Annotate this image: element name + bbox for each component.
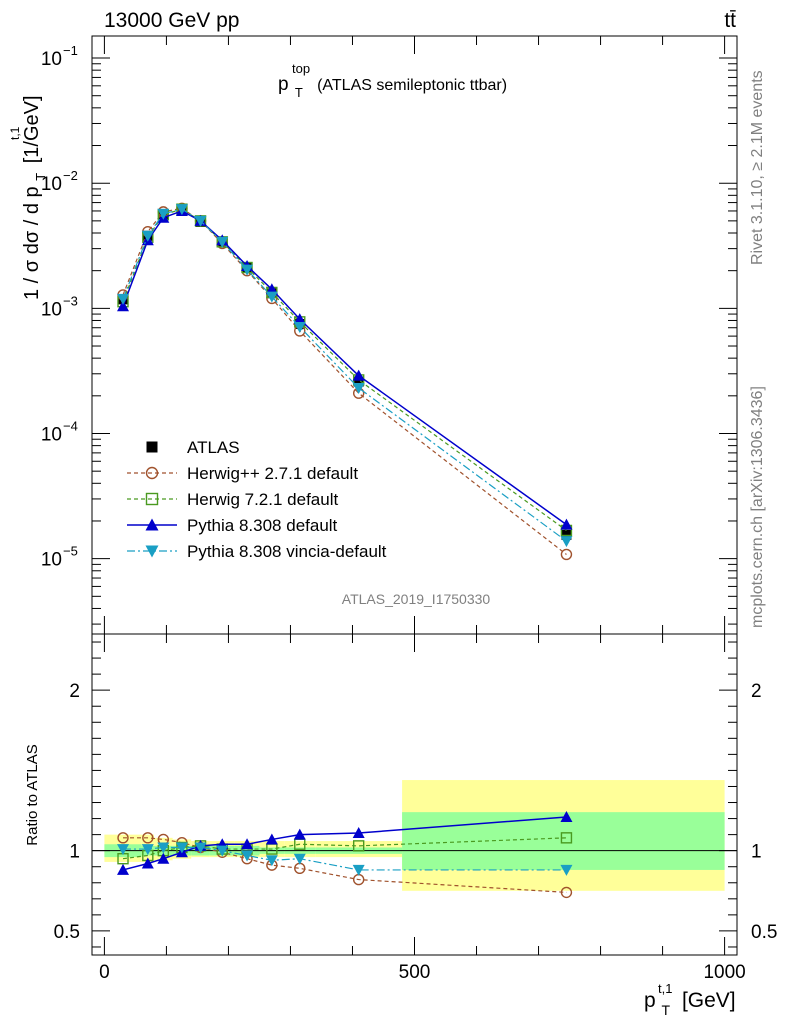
x-tick-label: 0 xyxy=(99,962,110,983)
analysis-id: ATLAS_2019_I1750330 xyxy=(342,591,491,607)
series-4-main-point xyxy=(117,293,130,305)
header-right: tt̄ xyxy=(724,9,736,32)
ylabel-main-sup: t,1 xyxy=(8,126,22,140)
series-4-ratio-point xyxy=(157,842,170,854)
legend: ATLAS Herwig++ 2.7.1 default Herwig 7.2.1 … xyxy=(127,438,387,561)
xlabel-sup: t,1 xyxy=(658,981,672,996)
y-ratio-label-left: 2 xyxy=(69,681,80,702)
legend-label-3: Pythia 8.308 default xyxy=(187,516,338,535)
series-3-ratio-point xyxy=(352,827,365,839)
rivet-label: Rivet 3.1.10, ≥ 2.1M events xyxy=(749,70,766,265)
y-tick-label: 10 xyxy=(41,299,62,320)
series-3-ratio-point xyxy=(265,833,278,845)
series-4-ratio-point xyxy=(352,864,365,876)
plot-title: p T (ATLAS semileptonic ttbar) xyxy=(278,74,507,102)
y-tick-exponent: −5 xyxy=(63,544,78,559)
ylabel-main: 1 / σ dσ / d p T [1/GeV] xyxy=(21,95,50,300)
y-tick-exponent: −1 xyxy=(63,43,78,58)
series-3-main-point xyxy=(293,313,306,325)
title-sup: top xyxy=(292,61,310,76)
legend-label-4: Pythia 8.308 vincia-default xyxy=(187,542,387,561)
series-4-ratio-point xyxy=(241,850,254,862)
legend-marker-3 xyxy=(145,518,159,531)
y-tick-label: 10 xyxy=(41,550,62,571)
ratio-series xyxy=(117,810,573,899)
series-4-ratio-point xyxy=(141,844,154,856)
legend-marker-2 xyxy=(145,492,159,506)
series-4-main-point xyxy=(293,321,306,333)
title-rest: (ATLAS semileptonic ttbar) xyxy=(317,77,507,94)
x-tick-label: 1000 xyxy=(703,962,745,983)
title-sub: T xyxy=(295,85,303,100)
mcplots-label: mcplots.cern.ch [arXiv:1306.3436] xyxy=(749,386,766,628)
series-3-main-point xyxy=(352,369,365,381)
series-3-ratio-point xyxy=(241,838,254,850)
series-4-ratio-point xyxy=(194,842,207,854)
series-1-ratio-point xyxy=(117,832,129,844)
series-3-main-point xyxy=(265,283,278,295)
y-ratio-label-right: 2 xyxy=(751,681,762,702)
legend-marker-1 xyxy=(145,466,159,480)
y-ratio-label-right: 0.5 xyxy=(751,922,777,943)
y-tick-exponent: −3 xyxy=(63,293,78,308)
series-1-main-point xyxy=(560,548,573,561)
series-3-ratio-point xyxy=(293,828,306,840)
series-4-ratio-point xyxy=(560,864,573,876)
series-4-ratio-point xyxy=(117,844,130,856)
main-series xyxy=(117,202,573,561)
legend-label-2: Herwig 7.2.1 default xyxy=(187,490,338,509)
y-ratio-label-left: 0.5 xyxy=(54,922,80,943)
series-3-ratio-point xyxy=(141,857,154,869)
series-4-main-point xyxy=(352,382,365,394)
series-4-main-point xyxy=(194,215,207,227)
series-2-ratio-point xyxy=(560,832,573,844)
y-tick-exponent: −4 xyxy=(63,418,78,433)
legend-marker-4 xyxy=(145,545,159,558)
series-4-main-point xyxy=(560,536,573,548)
y-ratio-label-right: 1 xyxy=(751,842,762,863)
xlabel-p: p xyxy=(644,989,656,1012)
y-tick-exponent: −2 xyxy=(63,168,78,183)
series-4-ratio-point xyxy=(216,845,229,857)
xlabel-unit: [GeV] xyxy=(682,989,736,1012)
legend-label-1: Herwig++ 2.7.1 default xyxy=(187,464,358,483)
ylabel-main-a: 1 / σ dσ / d p xyxy=(21,186,43,300)
series-4-main-point xyxy=(265,291,278,303)
series-0-main-point xyxy=(353,376,364,387)
y-tick-label: 10 xyxy=(41,49,62,70)
series-4-main-point xyxy=(241,264,254,276)
header-left: 13000 GeV pp xyxy=(104,9,239,32)
ylabel-ratio: Ratio to ATLAS xyxy=(24,744,41,845)
y-tick-label: 10 xyxy=(41,424,62,445)
series-3-ratio-point xyxy=(157,852,170,864)
legend-marker-0 xyxy=(146,441,158,453)
series-3-main-point xyxy=(117,300,130,312)
y-ratio-label-left: 1 xyxy=(69,842,80,863)
ratio-bands xyxy=(104,780,725,891)
series-3-ratio-point xyxy=(560,810,573,822)
series-4-main-point xyxy=(216,236,229,248)
series-4-ratio-point xyxy=(293,853,306,865)
xlabel-sub: T xyxy=(662,1002,671,1018)
xlabel: p T [GeV] xyxy=(644,989,736,1020)
series-1-ratio-point xyxy=(142,832,154,844)
series-1-ratio-point xyxy=(560,886,573,899)
x-tick-label: 500 xyxy=(399,962,431,983)
series-3-ratio-point xyxy=(117,863,130,875)
legend-label-0: ATLAS xyxy=(187,438,240,457)
series-2-ratio-point xyxy=(352,840,365,852)
series-4-main-point xyxy=(157,208,170,220)
series-4-ratio-point xyxy=(265,855,278,867)
series-4-ratio-point xyxy=(175,842,188,854)
series-3-main-point xyxy=(560,518,573,530)
title-p: p xyxy=(278,74,289,95)
ylabel-main-b: [1/GeV] xyxy=(21,95,43,163)
series-4-main-point xyxy=(141,230,154,242)
ylabel-main-sub: T xyxy=(33,173,48,181)
series-4-main-point xyxy=(175,204,188,216)
y-tick-label: 10 xyxy=(41,174,62,195)
